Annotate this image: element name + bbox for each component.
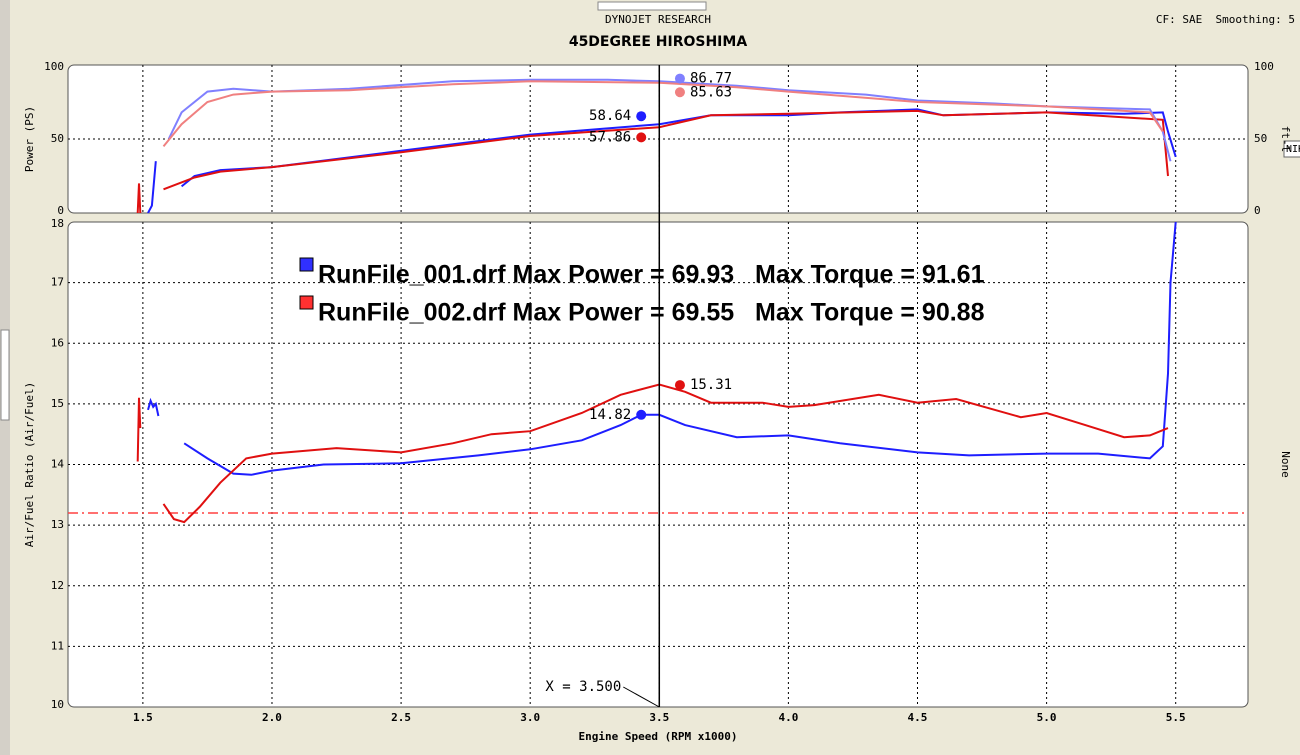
x-tick-label: 4.5 (908, 711, 928, 724)
series-line (136, 109, 1169, 214)
annotation-label: 86.77 (690, 71, 732, 87)
y-tick-label: 14 (51, 458, 65, 471)
x-tick-label: 2.0 (262, 711, 282, 724)
y-tick-label: 11 (51, 639, 64, 652)
header-subtitle: 45DEGREE HIROSHIMA (569, 34, 747, 50)
series-line (162, 80, 1164, 148)
legend-entry: RunFile_002.drf Max Power = 69.55 Max To… (318, 299, 985, 327)
x-tick-label: 1.5 (133, 711, 153, 724)
tag: NIK (1286, 144, 1300, 155)
y-tick-label: 0 (57, 204, 64, 217)
legend-swatch (299, 257, 314, 272)
y-tick-label: 16 (51, 336, 64, 349)
annotation-dot (636, 409, 647, 420)
y2-axis-label: None (1279, 451, 1292, 478)
y2-tick-label: 50 (1254, 132, 1267, 145)
annotation-dot (636, 132, 647, 143)
y-tick-label: 100 (44, 60, 64, 73)
y-axis-label: Power (PS) (23, 106, 36, 172)
annotation-dot (674, 380, 685, 391)
annotation-label: 15.31 (690, 377, 732, 393)
y-tick-label: 13 (51, 518, 64, 531)
side-button[interactable] (0, 329, 10, 421)
annotation-label: 14.82 (589, 407, 631, 423)
annotation-label: 85.63 (690, 84, 732, 100)
y2-tick-label: 100 (1254, 60, 1274, 73)
y-tick-label: 12 (51, 579, 64, 592)
x-tick-label: 5.5 (1166, 711, 1186, 724)
y-tick-label: 18 (51, 217, 64, 230)
cursor-leader (623, 686, 660, 708)
annotation-dot (674, 73, 685, 84)
y-tick-label: 10 (51, 698, 64, 711)
tag-box (1283, 140, 1300, 158)
legend-swatch (299, 295, 314, 310)
cursor-label: X = 3.500 (545, 679, 621, 695)
annotation-label: 58.64 (589, 108, 631, 124)
y-tick-label: 50 (51, 132, 64, 145)
x-axis-label: Engine Speed (RPM x1000) (579, 730, 738, 743)
header-info: CF: SAE Smoothing: 5 (1156, 13, 1295, 26)
legend-entry: RunFile_001.drf Max Power = 69.93 Max To… (318, 261, 985, 289)
annotation-dot (636, 111, 647, 122)
top-button[interactable] (597, 1, 707, 11)
series-line (147, 221, 1177, 476)
y2-tick-label: 0 (1254, 204, 1261, 217)
x-tick-label: 5.0 (1037, 711, 1057, 724)
y-tick-label: 17 (51, 276, 64, 289)
y2-axis-label: ft-l (1279, 126, 1292, 153)
annotation-dot (674, 87, 685, 98)
header-title: DYNOJET RESEARCH (605, 13, 711, 26)
annotation-label: 57.86 (589, 129, 631, 145)
x-tick-label: 3.0 (520, 711, 540, 724)
x-tick-label: 4.0 (778, 711, 798, 724)
x-tick-label: 2.5 (391, 711, 411, 724)
y-tick-label: 15 (51, 397, 64, 410)
y-axis-label: Air/Fuel Ratio (Air/Fuel) (23, 382, 36, 548)
x-tick-label: 3.5 (649, 711, 669, 724)
